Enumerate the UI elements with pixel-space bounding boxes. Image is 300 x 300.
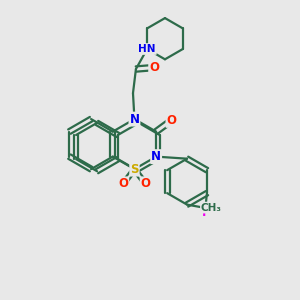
Text: CH₃: CH₃ [201, 202, 222, 213]
Text: O: O [141, 177, 151, 190]
Text: HN: HN [138, 44, 156, 54]
Text: F: F [202, 206, 209, 219]
Text: N: N [130, 112, 140, 126]
Text: O: O [118, 177, 128, 190]
Text: S: S [130, 163, 139, 176]
Text: O: O [167, 114, 176, 127]
Text: O: O [149, 61, 159, 74]
Text: N: N [151, 150, 161, 163]
